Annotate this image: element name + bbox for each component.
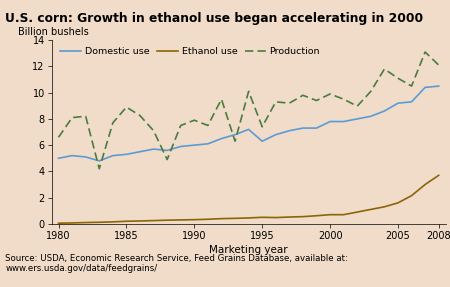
Legend: Domestic use, Ethanol use, Production: Domestic use, Ethanol use, Production bbox=[56, 43, 324, 60]
X-axis label: Marketing year: Marketing year bbox=[209, 245, 288, 255]
Text: Billion bushels: Billion bushels bbox=[18, 26, 89, 36]
Text: Source: USDA, Economic Research Service, Feed Grains Database, available at:
www: Source: USDA, Economic Research Service,… bbox=[5, 254, 348, 274]
Text: U.S. corn: Growth in ethanol use began accelerating in 2000: U.S. corn: Growth in ethanol use began a… bbox=[5, 12, 423, 25]
